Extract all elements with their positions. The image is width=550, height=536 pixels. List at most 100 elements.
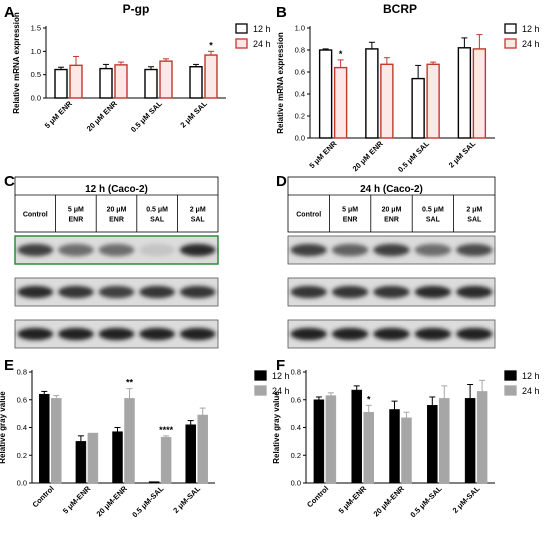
legend-swatch bbox=[235, 23, 248, 34]
x-category-label: 0.5 μM-SAL bbox=[408, 484, 444, 520]
bar-f-0-1 bbox=[351, 389, 362, 484]
blot-band bbox=[98, 243, 135, 257]
x-category-label: 0.5 μM-SAL bbox=[130, 484, 166, 520]
blot-band bbox=[139, 243, 175, 257]
blot-lane-label: 5 μM bbox=[68, 207, 84, 214]
blot-lane-label: Control bbox=[296, 212, 321, 219]
y-tick-label: 0.8 bbox=[291, 368, 301, 377]
blot-lane-label: 2 μM bbox=[190, 207, 206, 214]
blot-band bbox=[58, 327, 94, 341]
panel-letter-b: B bbox=[276, 4, 287, 21]
blot-row bbox=[287, 235, 496, 265]
bar-a-0-2 bbox=[144, 68, 158, 99]
blot-band bbox=[139, 285, 175, 299]
bar-f-0-3 bbox=[427, 405, 438, 484]
legend-swatch bbox=[504, 385, 517, 396]
y-axis-label: Relative gray value bbox=[272, 391, 281, 464]
blot-lane-label: SAL bbox=[467, 217, 482, 224]
bar-a-1-1 bbox=[114, 64, 128, 99]
x-category-label: 0.5 μM SAL bbox=[129, 99, 164, 134]
legend-swatch bbox=[504, 38, 517, 49]
significance-mark: * bbox=[339, 49, 343, 59]
y-tick-label: 0.2 bbox=[295, 112, 305, 121]
blot-lane-label: Control bbox=[23, 212, 48, 219]
blot-c: 12 h (Caco-2) Control 5 μM ENR 20 μM ENR 0.5 μ… bbox=[14, 176, 219, 349]
blot-band bbox=[17, 243, 54, 257]
legend-label: 24 h bbox=[253, 39, 271, 49]
bar-b-1-1 bbox=[380, 63, 394, 139]
blot-band bbox=[179, 327, 216, 341]
legend-swatch bbox=[504, 370, 517, 381]
blot-band bbox=[373, 243, 410, 257]
y-tick-label: 0.4 bbox=[17, 423, 27, 432]
chart-a: P-gp 0.0 0.5 1.0 1.5 Relative mRNA expression… bbox=[12, 2, 271, 134]
bar-e-1-0 bbox=[51, 398, 62, 484]
bar-f-0-0 bbox=[313, 399, 325, 484]
chart-b: BCRP 0.0 0.2 0.4 0.6 0.8 1.0 Relative mRNA expr… bbox=[276, 2, 540, 174]
chart-e: 0.0 0.2 0.4 0.6 0.8 Relative gray value Contro… bbox=[0, 368, 290, 520]
panel-letter-e: E bbox=[4, 357, 14, 374]
x-category-label: 5 μM-ENR bbox=[61, 484, 93, 516]
blot-band bbox=[17, 327, 54, 341]
blot-row bbox=[14, 319, 219, 349]
blot-band bbox=[331, 285, 369, 299]
legend-swatch bbox=[254, 385, 267, 396]
significance-mark: ** bbox=[126, 378, 134, 388]
x-category-label: 2 μM-SAL bbox=[171, 484, 202, 515]
panel-letter-c: C bbox=[4, 173, 15, 190]
blot-d: 24 h (Caco-2) Control 5 μM ENR 20 μM ENR 0.5 μ… bbox=[287, 176, 496, 349]
blot-row bbox=[287, 319, 496, 349]
blot-lane-label: 20 μM bbox=[107, 207, 127, 214]
bar-e-0-3 bbox=[148, 481, 160, 484]
y-tick-label: 0.2 bbox=[17, 451, 27, 460]
panel-letter-a: A bbox=[4, 4, 15, 21]
blot-band bbox=[179, 285, 216, 299]
y-tick-label: 0.0 bbox=[31, 94, 41, 103]
blot-header-box bbox=[14, 176, 219, 233]
bar-e-1-2 bbox=[124, 398, 135, 484]
bar-b-0-1 bbox=[365, 48, 379, 139]
blot-band bbox=[139, 327, 175, 341]
bar-e-0-0 bbox=[39, 393, 50, 484]
blot-band bbox=[58, 285, 94, 299]
bar-e-0-1 bbox=[75, 441, 87, 484]
y-tick-label: 0.4 bbox=[295, 90, 305, 99]
blot-lane-label: SAL bbox=[426, 217, 441, 224]
x-category-label: 2 μM SAL bbox=[447, 139, 478, 170]
legend-label: 24 h bbox=[522, 386, 540, 396]
blot-band bbox=[17, 285, 54, 299]
blot-band bbox=[414, 327, 452, 341]
bar-f-1-3 bbox=[439, 398, 450, 484]
y-tick-label: 0.5 bbox=[31, 70, 41, 79]
bar-a-0-3 bbox=[189, 66, 203, 99]
blot-band bbox=[414, 243, 452, 257]
blot-band bbox=[456, 243, 493, 257]
bar-b-1-2 bbox=[426, 63, 440, 139]
bar-f-1-1 bbox=[363, 411, 374, 484]
blot-lane-label: ENR bbox=[69, 217, 84, 224]
x-category-label: 20 μM ENR bbox=[351, 139, 385, 173]
y-tick-label: 0.0 bbox=[295, 134, 305, 143]
significance-mark: * bbox=[209, 40, 213, 50]
blot-lane-label: SAL bbox=[191, 217, 206, 224]
y-tick-label: 0.6 bbox=[17, 395, 27, 404]
blot-band bbox=[331, 327, 369, 341]
bar-e-1-4 bbox=[197, 414, 208, 484]
x-category-label: 0.5 μM SAL bbox=[396, 139, 431, 174]
blot-band bbox=[290, 327, 327, 341]
y-tick-label: 1.0 bbox=[31, 47, 41, 56]
bar-f-0-4 bbox=[464, 398, 476, 484]
blot-title: 12 h (Caco-2) bbox=[85, 184, 148, 195]
blot-lane-label: ENR bbox=[343, 217, 358, 224]
panel-letter-d: D bbox=[276, 173, 287, 190]
bar-e-1-1 bbox=[87, 432, 99, 484]
legend-label: 12 h bbox=[272, 371, 290, 381]
bar-f-1-0 bbox=[325, 395, 337, 484]
x-category-label: 5 μM ENR bbox=[43, 99, 75, 131]
x-category-label: 20 μM-ENR bbox=[372, 484, 407, 519]
bar-e-1-3 bbox=[160, 436, 172, 484]
y-axis-label: Relative mRNA expression bbox=[276, 32, 285, 134]
blot-lane-label: 0.5 μM bbox=[146, 207, 168, 214]
x-category-label: 2 μM SAL bbox=[178, 99, 209, 130]
